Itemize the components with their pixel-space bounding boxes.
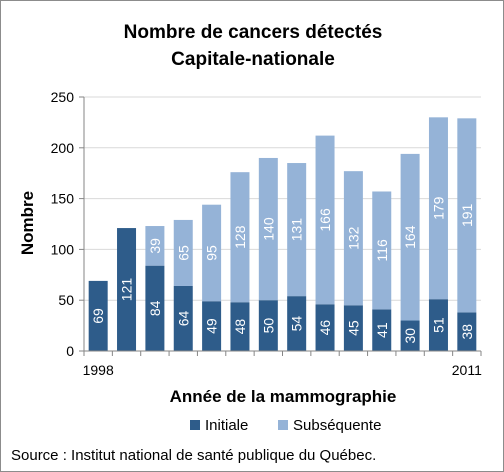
y-tick-label: 150 [51, 191, 75, 207]
bar-initiale [202, 301, 222, 351]
bars [88, 117, 477, 351]
bar-subsequente [258, 157, 278, 301]
gridlines [84, 96, 481, 301]
bar-subsequente [230, 172, 250, 303]
bar-value-label: 69 [90, 308, 106, 324]
chart-title-line-2: Capitale-nationale [171, 49, 335, 70]
bar-subsequente [315, 135, 335, 305]
legend-swatch-initiale [190, 420, 200, 430]
bar-subsequente [400, 153, 420, 321]
bar-value-label: 41 [374, 322, 390, 338]
bar-initiale [117, 228, 137, 351]
bar-value-label: 116 [374, 239, 390, 262]
bar-initiale [88, 280, 108, 351]
bar-subsequente [145, 226, 165, 266]
legend-swatch-subsequente [278, 420, 288, 430]
bar-initiale [145, 265, 165, 351]
bar-value-label: 95 [204, 245, 220, 261]
x-tick-label: 2011 [452, 362, 482, 378]
y-tick-label: 100 [51, 241, 75, 257]
bar-value-label: 131 [289, 218, 305, 242]
bar-value-label: 84 [147, 300, 163, 316]
bar-value-label: 38 [459, 324, 475, 340]
bar-value-label: 54 [289, 316, 305, 332]
bar-value-label: 48 [232, 319, 248, 335]
bar-subsequente [287, 163, 307, 297]
bar-value-label: 179 [430, 196, 446, 220]
bar-subsequente [173, 219, 193, 286]
bar-labels: 69 121 84 39 64 65 49 95 48 128 50 140 54 131 46 166 45 1… [90, 196, 475, 343]
bar-value-label: 49 [204, 318, 220, 334]
source-note: Source : Institut national de santé publ… [11, 447, 376, 464]
bar-initiale [315, 304, 335, 351]
bar-subsequente [457, 118, 477, 313]
bar-value-label: 45 [345, 320, 361, 336]
bar-initiale [400, 320, 420, 351]
bar-subsequente [202, 204, 222, 302]
legend-label-subsequente: Subséquente [293, 417, 381, 434]
x-axis-title: Année de la mammographie [170, 387, 397, 406]
bar-value-label: 121 [119, 278, 135, 302]
bar-initiale [372, 309, 392, 351]
bar-value-label: 46 [317, 320, 333, 336]
bar-subsequente [343, 171, 363, 306]
bar-value-label: 39 [147, 238, 163, 254]
bar-value-label: 140 [260, 217, 276, 241]
bar-initiale [173, 285, 193, 351]
y-tick-label: 50 [58, 292, 74, 308]
bar-value-label: 65 [175, 245, 191, 261]
bar-initiale [457, 312, 477, 351]
bar-value-label: 164 [402, 225, 418, 249]
bar-subsequente [372, 191, 392, 310]
chart-title-line-1: Nombre de cancers détectés [124, 22, 383, 43]
bar-initiale [230, 302, 250, 351]
bar-subsequente [428, 117, 448, 300]
bar-initiale [343, 305, 363, 351]
bar-value-label: 51 [430, 317, 446, 333]
bar-initiale [258, 300, 278, 351]
y-tick-label: 200 [51, 140, 75, 156]
bar-initiale [287, 296, 307, 351]
x-tick-label: 1998 [83, 362, 114, 378]
bar-value-label: 191 [459, 203, 475, 227]
legend: Initiale Subséquente [190, 417, 381, 434]
bar-value-label: 132 [345, 226, 361, 250]
bar-initiale [428, 299, 448, 351]
y-axis-title: Nombre [18, 191, 37, 255]
y-tick-label: 250 [51, 89, 75, 105]
y-tick-label: 0 [66, 343, 74, 359]
bar-value-label: 128 [232, 225, 248, 249]
bar-value-label: 166 [317, 208, 333, 232]
axes: 0 50 100 150 200 250 1998 2011 [51, 89, 482, 378]
bar-value-label: 64 [175, 310, 191, 326]
bar-value-label: 50 [260, 318, 276, 334]
legend-label-initiale: Initiale [205, 417, 248, 434]
bar-value-label: 30 [402, 328, 418, 344]
